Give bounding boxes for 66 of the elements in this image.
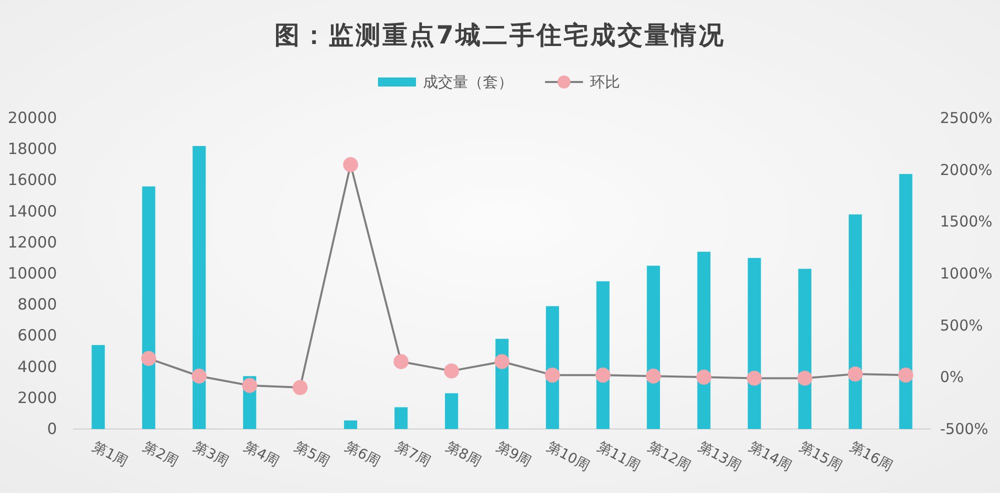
x-tick-label: 第12周 <box>645 438 694 475</box>
y-tick-label: 12000 <box>8 233 57 252</box>
point <box>595 368 610 383</box>
x-tick-label: 第13周 <box>696 438 744 475</box>
bar <box>646 266 660 429</box>
y2-tick-label: 1000% <box>940 264 992 282</box>
y-tick-label: 0 <box>47 420 57 438</box>
bar <box>899 174 912 429</box>
bar <box>848 214 862 429</box>
point <box>343 157 358 172</box>
y-tick-label: 4000 <box>18 358 57 376</box>
point <box>394 354 409 370</box>
point <box>696 370 712 385</box>
x-tick-label: 第15周 <box>796 438 844 475</box>
y-tick-label: 16000 <box>8 171 57 190</box>
bar <box>748 258 761 429</box>
bar <box>394 407 408 429</box>
point <box>141 351 156 366</box>
legend-label: 成交量（套） <box>423 73 513 91</box>
y-tick-label: 2000 <box>18 388 57 407</box>
x-tick-label: 第3周 <box>190 438 231 470</box>
x-tick-label: 第5周 <box>292 438 332 470</box>
y-tick-label: 14000 <box>8 202 57 220</box>
legend-label: 环比 <box>590 73 620 91</box>
x-tick-label: 第9周 <box>494 438 534 470</box>
bar <box>92 345 105 429</box>
y2-tick-label: 2000% <box>940 160 992 179</box>
bar <box>596 281 610 429</box>
x-tick-label: 第14周 <box>746 438 794 475</box>
point <box>292 380 308 396</box>
x-tick-label: 第8周 <box>443 438 484 470</box>
x-tick-label: 第2周 <box>140 438 180 470</box>
x-tick-label: 第1周 <box>90 438 130 470</box>
point <box>444 363 460 378</box>
x-tick-label: 第6周 <box>342 438 382 470</box>
y-tick-label: 6000 <box>18 326 57 345</box>
bar <box>192 146 206 429</box>
y-tick-label: 20000 <box>8 109 57 127</box>
bar <box>344 420 358 429</box>
x-tick-label: 第11周 <box>594 438 643 475</box>
x-tick-label: 第7周 <box>392 438 433 470</box>
y-tick-label: 10000 <box>8 264 57 282</box>
point <box>494 354 510 370</box>
point <box>544 368 560 383</box>
point <box>192 368 207 384</box>
point <box>242 378 258 393</box>
x-tick-label: 第16周 <box>846 438 895 475</box>
chart-title: 图：监测重点7城二手住宅成交量情况 <box>274 20 726 50</box>
y2-tick-label: 500% <box>940 316 983 334</box>
point <box>797 370 812 386</box>
bar <box>697 252 710 429</box>
y-tick-label: 18000 <box>8 140 57 158</box>
y-tick-label: 8000 <box>18 296 57 314</box>
y2-tick-label: 0% <box>940 368 964 386</box>
x-tick-label: 第4周 <box>241 438 282 470</box>
y2-tick-label: -500% <box>940 420 988 438</box>
y2-tick-label: 1500% <box>940 212 992 231</box>
point <box>746 370 762 386</box>
point <box>646 368 661 384</box>
y2-tick-label: 2500% <box>940 109 992 127</box>
bar <box>444 393 458 429</box>
point <box>848 366 863 382</box>
x-tick-label: 第10周 <box>544 438 592 475</box>
bar <box>798 268 812 429</box>
point <box>898 368 914 383</box>
bar <box>142 186 156 429</box>
